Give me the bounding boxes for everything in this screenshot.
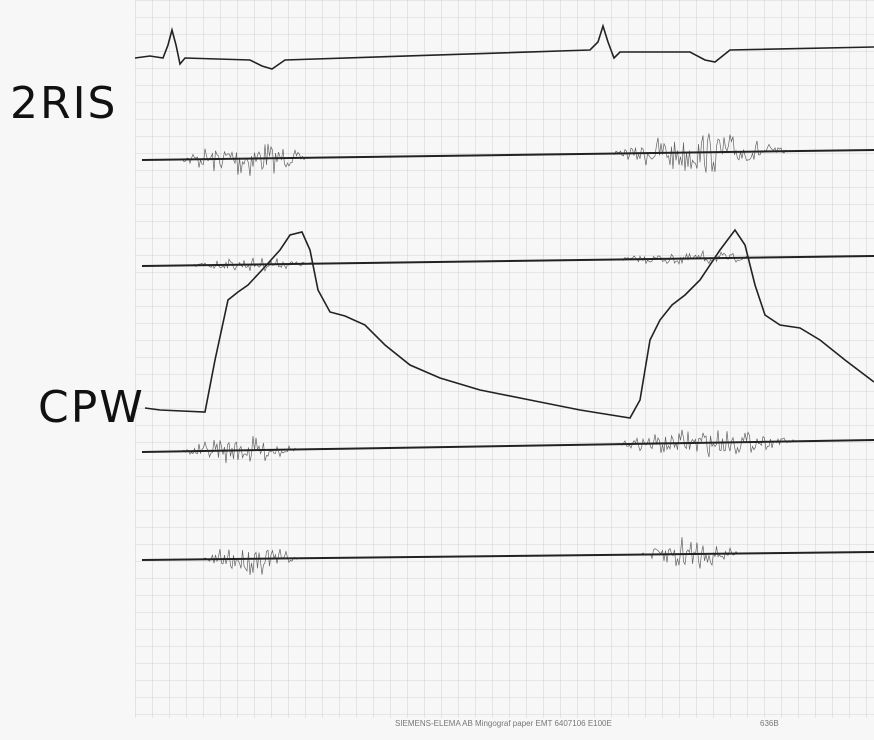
- page: {"labels": {"top": "2RIS", "middle": "CP…: [0, 0, 874, 740]
- recording: 2RIS CPW SIEMENS-ELEMA AB Mingograf pape…: [0, 0, 874, 740]
- trace-label: 2RIS: [10, 78, 117, 129]
- footer-maker: SIEMENS-ELEMA AB: [395, 719, 473, 728]
- footer-code: 636B: [760, 719, 779, 728]
- grid-paper: [135, 0, 874, 718]
- footer-paper: Mingograf paper EMT 6407106 E100E: [475, 719, 612, 728]
- trace-label: CPW: [38, 382, 145, 433]
